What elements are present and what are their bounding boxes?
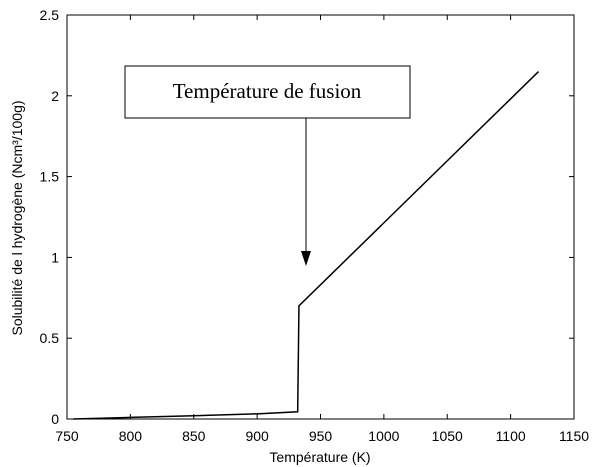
y-tick-label: 2.5 [40,7,60,23]
x-tick-label: 1050 [432,428,463,444]
x-tick-label: 1000 [368,428,399,444]
x-axis-title: Température (K) [269,449,370,465]
x-tick-label: 750 [55,428,79,444]
annotation-box [124,65,411,119]
series-line [73,71,540,420]
x-tick-label: 850 [182,428,206,444]
x-tick-label: 800 [119,428,143,444]
y-axis-title: Solubilité de l hydrogène (Ncm³/100g) [9,100,25,335]
y-tick-label: 2 [51,88,59,104]
annotation-label: Température de fusion [173,79,362,103]
annotation-layer: Température de fusion [124,65,411,266]
x-axis-ticks: 750 800 850 900 950 1000 1050 1100 1150 [55,15,589,444]
x-tick-label: 1100 [496,428,526,444]
y-tick-label: 0.5 [40,330,60,346]
y-tick-label: 0 [51,411,59,427]
x-tick-label: 950 [309,428,333,444]
annotation-arrowhead [301,251,311,266]
y-tick-label: 1.5 [40,169,60,185]
y-axis-ticks: 0 0.5 1 1.5 2 2.5 [40,7,574,427]
x-tick-label: 1150 [559,428,589,444]
y-tick-label: 1 [51,249,59,265]
x-tick-label: 900 [245,428,269,444]
series-layer [73,71,540,420]
